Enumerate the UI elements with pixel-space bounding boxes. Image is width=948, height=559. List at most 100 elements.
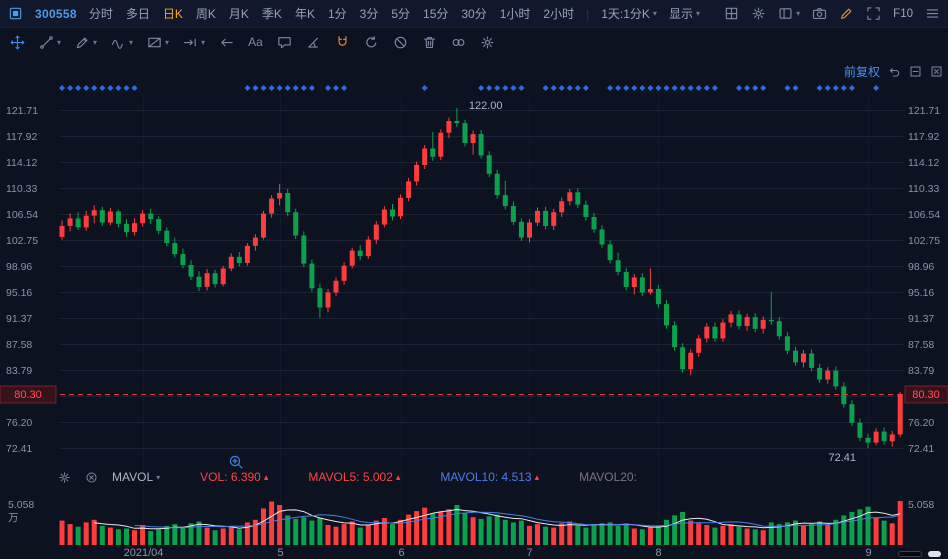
continuous-draw-icon[interactable] — [364, 35, 379, 50]
close-pane-icon[interactable] — [930, 65, 943, 78]
svg-text:6: 6 — [398, 547, 404, 559]
svg-text:80.30: 80.30 — [14, 389, 42, 401]
f10-button[interactable]: F10 — [893, 7, 913, 20]
chart-top-right-controls: 前复权 — [844, 63, 943, 80]
scrollbar-handle-dark[interactable] — [898, 551, 922, 557]
vol-value[interactable]: VOL: 6.390 ▴ — [200, 470, 269, 484]
chart-region: 121.71 121.71 117.92 117.92 114.12 114.12 110.… — [0, 56, 948, 559]
angle-tool-icon[interactable] — [306, 35, 321, 50]
svg-text:83.79: 83.79 — [908, 365, 934, 377]
up-triangle-icon: ▴ — [395, 471, 401, 482]
period-tab-月K[interactable]: 月K — [228, 7, 249, 21]
period-tab-日K[interactable]: 日K — [162, 7, 183, 21]
hide-drawings-icon[interactable] — [393, 35, 408, 50]
top-toolbar: 300558 分时 多日 日K 周K 月K 季K 年K 1分 3分 5分 15分 30分 1小时 2小时 … — [0, 0, 948, 28]
move-tool-icon[interactable] — [10, 35, 25, 50]
svg-text:8: 8 — [655, 547, 661, 559]
mavol20-value[interactable]: MAVOL20: — [579, 470, 637, 484]
comment-tool-icon[interactable] — [277, 35, 292, 50]
fullscreen-icon[interactable] — [866, 6, 881, 21]
stock-code[interactable]: 300558 — [35, 6, 77, 21]
zoom-area-icon[interactable] — [228, 454, 244, 475]
svg-text:121.71: 121.71 — [6, 105, 38, 117]
chevron-down-icon: ▾ — [796, 9, 801, 18]
brush-tool-icon[interactable]: ▾ — [75, 35, 97, 50]
period-tab-季K[interactable]: 季K — [261, 7, 282, 21]
chevron-down-icon: ▾ — [652, 9, 657, 18]
display-label: 显示 — [668, 7, 693, 21]
svg-text:121.71: 121.71 — [908, 105, 940, 117]
svg-text:72.41: 72.41 — [6, 443, 32, 455]
period-tab-15分[interactable]: 15分 — [423, 7, 449, 21]
svg-text:102.75: 102.75 — [908, 235, 940, 247]
svg-text:87.58: 87.58 — [908, 339, 934, 351]
period-tab-30分[interactable]: 30分 — [461, 7, 487, 21]
period-tab-分时[interactable]: 分时 — [88, 7, 113, 21]
svg-text:2021/04: 2021/04 — [124, 547, 164, 559]
link-charts-icon[interactable] — [451, 35, 466, 50]
arrow-left-tool-icon[interactable] — [219, 35, 234, 50]
svg-text:91.37: 91.37 — [6, 313, 32, 325]
chevron-down-icon: ▾ — [156, 472, 161, 482]
svg-text:万: 万 — [8, 512, 19, 524]
svg-text:114.12: 114.12 — [908, 157, 939, 169]
mavol10-value[interactable]: MAVOL10: 4.513 ▴ — [440, 470, 540, 484]
up-triangle-icon: ▴ — [534, 471, 540, 482]
mavol5-value[interactable]: MAVOL5: 5.002 ▴ — [308, 470, 401, 484]
scrollbar-handle-light[interactable] — [928, 551, 941, 557]
period-tab-年K[interactable]: 年K — [294, 7, 315, 21]
magnet-tool-icon[interactable] — [335, 35, 350, 50]
undo-icon[interactable] — [888, 65, 901, 78]
gann-box-tool-icon[interactable]: ▾ — [147, 35, 169, 50]
svg-text:72.41: 72.41 — [908, 443, 934, 455]
adjust-mode-label[interactable]: 前复权 — [843, 65, 880, 79]
svg-text:5: 5 — [277, 547, 283, 559]
svg-text:76.20: 76.20 — [908, 417, 934, 429]
svg-text:87.58: 87.58 — [6, 339, 32, 351]
svg-text:7: 7 — [526, 547, 532, 559]
svg-text:91.37: 91.37 — [908, 313, 934, 325]
wave-tool-icon[interactable]: ▾ — [111, 35, 133, 50]
svg-text:122.00: 122.00 — [469, 100, 503, 112]
text-tool[interactable]: Aa — [248, 35, 263, 49]
period-tab-1小时[interactable]: 1小时 — [499, 7, 531, 21]
up-triangle-icon: ▴ — [263, 471, 269, 482]
chevron-down-icon: ▾ — [201, 37, 206, 47]
drawing-settings-icon[interactable] — [480, 35, 495, 50]
collapse-pane-icon[interactable] — [909, 65, 922, 78]
svg-text:106.54: 106.54 — [6, 209, 38, 221]
mavol-selector[interactable]: MAVOL ▾ — [112, 470, 161, 484]
delete-drawings-icon[interactable] — [422, 35, 437, 50]
svg-text:114.12: 114.12 — [6, 157, 37, 169]
svg-text:80.30: 80.30 — [912, 389, 940, 401]
volume-settings-icon[interactable] — [58, 471, 71, 484]
multi-grid-icon[interactable] — [724, 6, 739, 21]
chevron-down-icon: ▾ — [57, 37, 62, 47]
toolbar-divider: | — [586, 6, 590, 21]
period-tab-1分[interactable]: 1分 — [327, 7, 347, 21]
svg-text:106.54: 106.54 — [908, 209, 940, 221]
custom-period-selector[interactable]: 1天:1分K ▾ — [601, 5, 657, 22]
period-tab-5分[interactable]: 5分 — [391, 7, 411, 21]
volume-close-icon[interactable] — [85, 471, 98, 484]
period-tab-多日[interactable]: 多日 — [125, 7, 150, 21]
trend-line-tool-icon[interactable]: ▾ — [39, 35, 61, 50]
ray-tool-icon[interactable]: ▾ — [183, 35, 205, 50]
candlestick-chart[interactable]: 121.71 121.71 117.92 117.92 114.12 114.12 110.… — [0, 56, 948, 559]
svg-text:98.96: 98.96 — [6, 261, 32, 273]
menu-list-icon[interactable] — [925, 6, 940, 21]
layout-select-icon[interactable]: ▾ — [778, 6, 800, 21]
display-selector[interactable]: 显示 ▾ — [669, 5, 700, 22]
svg-text:72.41: 72.41 — [828, 452, 856, 464]
period-tab-3分[interactable]: 3分 — [359, 7, 379, 21]
window-icon[interactable] — [8, 6, 23, 21]
period-tab-2小时[interactable]: 2小时 — [543, 7, 575, 21]
chevron-down-icon: ▾ — [165, 37, 170, 47]
svg-text:98.96: 98.96 — [908, 261, 934, 273]
svg-text:117.92: 117.92 — [6, 131, 37, 143]
screenshot-camera-icon[interactable] — [812, 6, 827, 21]
settings-gear-icon[interactable] — [751, 6, 766, 21]
period-tab-周K[interactable]: 周K — [195, 7, 216, 21]
draw-pencil-icon[interactable] — [839, 6, 854, 21]
svg-text:110.33: 110.33 — [908, 183, 939, 195]
